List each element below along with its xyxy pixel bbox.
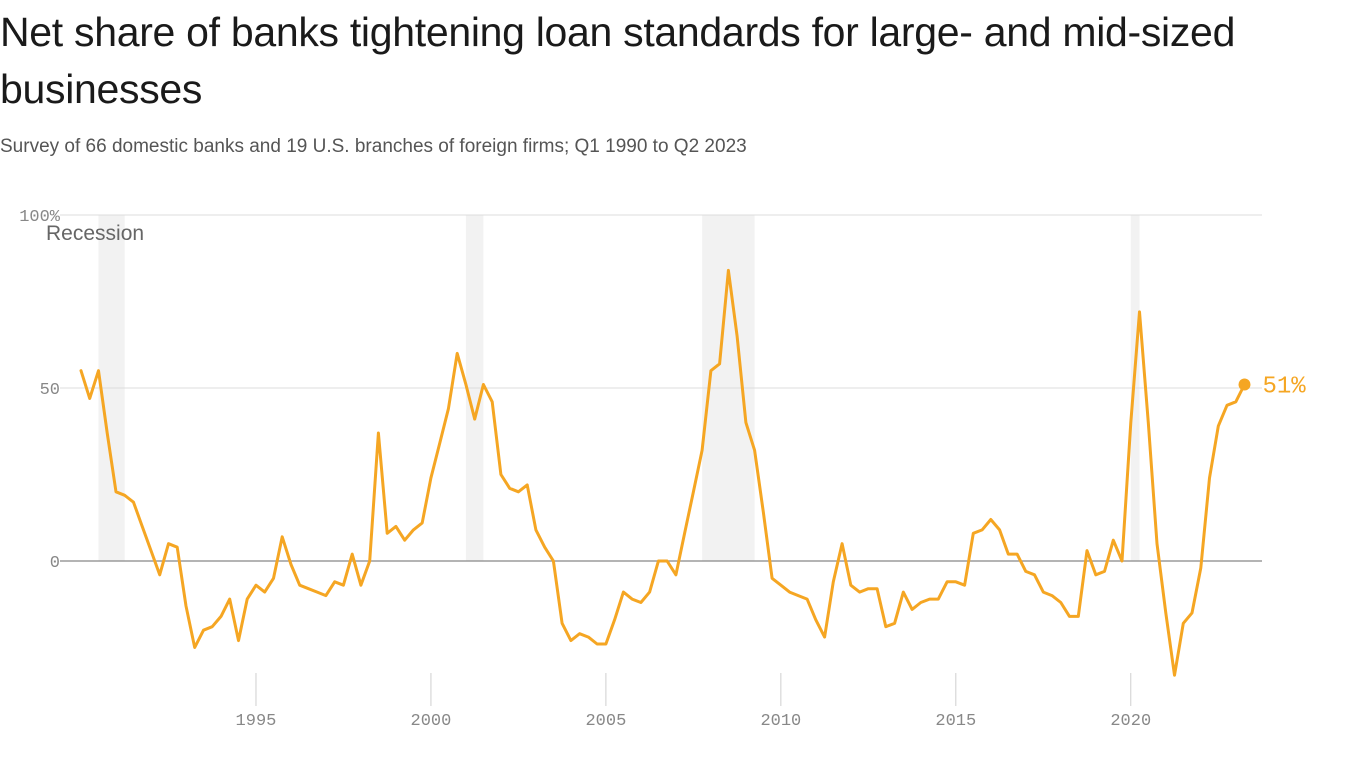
chart-subtitle: Survey of 66 domestic banks and 19 U.S. … <box>0 136 747 157</box>
x-tick-label: 2000 <box>411 712 452 731</box>
x-tick-label: 1995 <box>236 712 277 731</box>
x-tick-label: 2005 <box>585 712 626 731</box>
x-tick-label: 2020 <box>1110 712 1151 731</box>
chart-title: Net share of banks tightening loan stand… <box>0 9 1236 112</box>
x-tick-label: 2015 <box>935 712 976 731</box>
y-tick-label: 50 <box>40 381 60 400</box>
end-point-marker <box>1238 378 1251 391</box>
y-tick-label: 0 <box>50 554 60 573</box>
y-tick-label: 100% <box>19 208 61 227</box>
end-value-label: 51% <box>1263 374 1307 401</box>
series-line-tightening <box>79 268 1246 677</box>
x-tick-label: 2010 <box>760 712 801 731</box>
recession-label: Recession <box>46 222 144 245</box>
